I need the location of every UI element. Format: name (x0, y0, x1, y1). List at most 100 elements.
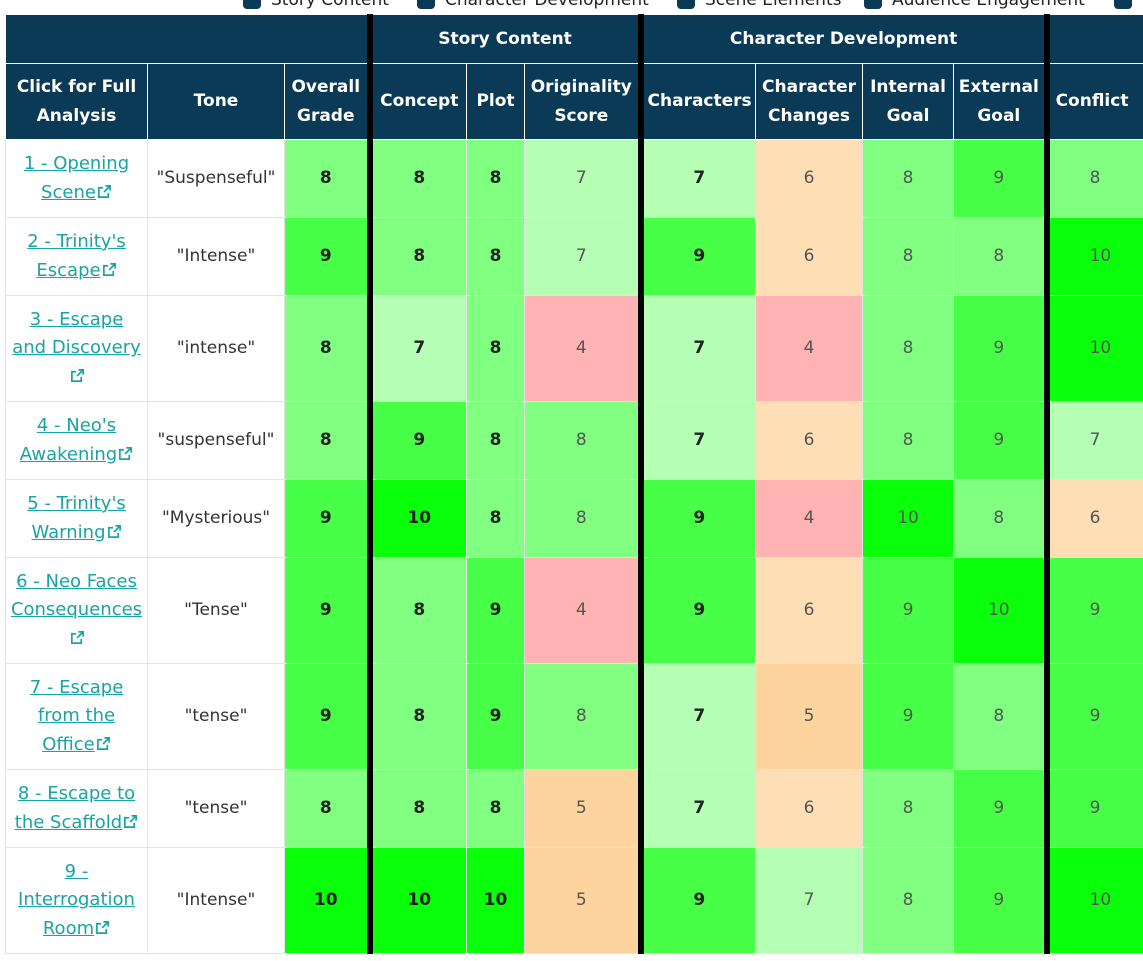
col-header-character-changes[interactable]: Character Changes (755, 63, 864, 140)
characters-score-cell: 7 (637, 295, 757, 402)
internal-score-cell: 10 (862, 479, 955, 558)
table-row: 9 - Interrogation Room "Intense" 10 10 10 5 9 7… (5, 847, 1143, 954)
changes-score-cell: 6 (755, 139, 864, 218)
scene-analysis-link[interactable]: 8 - Escape to the Scaffold (15, 783, 138, 833)
external-score-cell: 9 (953, 139, 1048, 218)
group-header-row: Story Content Character Development (4, 14, 1143, 64)
col-header-conflict[interactable]: Conflict (1043, 63, 1143, 140)
tone-cell: "Mysterious" (147, 479, 285, 558)
plot-score-cell: 10 (466, 847, 526, 954)
scene-analysis-link[interactable]: 6 - Neo Faces Consequences (11, 571, 142, 649)
scene-analysis-link[interactable]: 5 - Trinity's Warning (27, 493, 126, 543)
col-header-originality[interactable]: Originality Score (524, 63, 642, 140)
group-header-character-development: Character Development (637, 14, 1048, 64)
checkbox-checked-icon[interactable] (417, 0, 435, 9)
conflict-score-cell: 6 (1043, 479, 1143, 558)
conflict-score-cell: 8 (1043, 139, 1143, 218)
internal-score-cell: 8 (862, 769, 955, 848)
col-header-external-goal[interactable]: External Goal (953, 63, 1048, 140)
group-header-next (1043, 14, 1143, 64)
characters-score-cell: 7 (637, 139, 757, 218)
scene-analysis-link[interactable]: 3 - Escape and Discovery (12, 309, 141, 387)
checkbox-checked-icon[interactable] (1114, 0, 1132, 9)
tone-cell: "Intense" (147, 217, 285, 296)
concept-score-cell: 8 (366, 769, 468, 848)
filter-label: Audience Engagement (892, 0, 1085, 10)
concept-score-cell: 9 (366, 401, 468, 480)
table-row: 4 - Neo's Awakening "suspenseful" 8 9 8 8 7 6 8 9… (5, 401, 1143, 480)
external-score-cell: 10 (953, 557, 1048, 664)
col-header-overall-grade[interactable]: Overall Grade (283, 63, 371, 140)
overall-score-cell: 9 (283, 217, 371, 296)
external-score-cell: 9 (953, 769, 1048, 848)
col-header-tone[interactable]: Tone (147, 63, 285, 140)
conflict-score-cell: 9 (1043, 557, 1143, 664)
overall-score-cell: 8 (283, 139, 371, 218)
external-link-icon (118, 446, 133, 461)
internal-score-cell: 8 (862, 139, 955, 218)
plot-score-cell: 8 (466, 769, 526, 848)
scene-analysis-link[interactable]: 4 - Neo's Awakening (20, 415, 133, 465)
characters-score-cell: 7 (637, 663, 757, 770)
group-header-blank (4, 14, 371, 64)
scene-analysis-link[interactable]: 1 - Opening Scene (24, 153, 129, 203)
conflict-score-cell: 10 (1043, 217, 1143, 296)
concept-score-cell: 8 (366, 139, 468, 218)
tone-cell: "intense" (147, 295, 285, 402)
originality-score-cell: 8 (524, 479, 642, 558)
concept-score-cell: 8 (366, 663, 468, 770)
changes-score-cell: 7 (755, 847, 864, 954)
scene-cell: 4 - Neo's Awakening (5, 401, 148, 480)
scene-analysis-link[interactable]: 2 - Trinity's Escape (27, 231, 126, 281)
internal-score-cell: 8 (862, 295, 955, 402)
table-row: 1 - Opening Scene "Suspenseful" 8 8 8 7 7 6 8 9 8 (5, 139, 1143, 218)
conflict-score-cell: 10 (1043, 295, 1143, 402)
filter-scene-elements[interactable]: Scene Elements (677, 0, 841, 12)
conflict-score-cell: 10 (1043, 847, 1143, 954)
col-header-characters[interactable]: Characters (637, 63, 757, 140)
filter-audience-engagement[interactable]: Audience Engagement (864, 0, 1085, 12)
col-header-plot[interactable]: Plot (466, 63, 526, 140)
scene-cell: 8 - Escape to the Scaffold (5, 769, 148, 848)
overall-score-cell: 9 (283, 557, 371, 664)
tone-cell: "tense" (147, 663, 285, 770)
external-link-icon (97, 184, 112, 199)
checkbox-checked-icon[interactable] (864, 0, 882, 9)
internal-score-cell: 8 (862, 217, 955, 296)
overall-score-cell: 9 (283, 663, 371, 770)
filter-more[interactable] (1114, 0, 1142, 12)
changes-score-cell: 5 (755, 663, 864, 770)
internal-score-cell: 8 (862, 847, 955, 954)
scene-title: 3 - Escape and Discovery (12, 308, 141, 359)
checkbox-checked-icon[interactable] (677, 0, 695, 9)
concept-score-cell: 8 (366, 557, 468, 664)
scene-cell: 1 - Opening Scene (5, 139, 148, 218)
scene-cell: 5 - Trinity's Warning (5, 479, 148, 558)
plot-score-cell: 8 (466, 139, 526, 218)
tone-cell: "Intense" (147, 847, 285, 954)
internal-score-cell: 9 (862, 663, 955, 770)
col-header-concept[interactable]: Concept (366, 63, 468, 140)
scene-cell: 7 - Escape from the Office (5, 663, 148, 770)
filter-character-development[interactable]: Character Development (417, 0, 649, 12)
filter-story-content[interactable]: Story Content (243, 0, 389, 12)
scene-title: 9 - Interrogation Room (18, 860, 135, 939)
originality-score-cell: 7 (524, 139, 642, 218)
col-header-internal-goal[interactable]: Internal Goal (862, 63, 955, 140)
col-header-scene[interactable]: Click for Full Analysis (5, 63, 148, 140)
scene-cell: 6 - Neo Faces Consequences (5, 557, 148, 664)
plot-score-cell: 9 (466, 663, 526, 770)
originality-score-cell: 7 (524, 217, 642, 296)
concept-score-cell: 8 (366, 217, 468, 296)
group-header-story-content: Story Content (366, 14, 642, 64)
scene-analysis-link[interactable]: 9 - Interrogation Room (18, 861, 135, 939)
scene-title: 7 - Escape from the Office (29, 676, 124, 755)
tone-cell: "tense" (147, 769, 285, 848)
table-row: 3 - Escape and Discovery "intense" 8 7 8 4 7 4 8… (5, 295, 1143, 402)
scene-cell: 2 - Trinity's Escape (5, 217, 148, 296)
plot-score-cell: 9 (466, 557, 526, 664)
changes-score-cell: 6 (755, 217, 864, 296)
scene-title: 8 - Escape to the Scaffold (14, 783, 136, 833)
scene-analysis-link[interactable]: 7 - Escape from the Office (30, 677, 124, 755)
checkbox-checked-icon[interactable] (243, 0, 261, 9)
